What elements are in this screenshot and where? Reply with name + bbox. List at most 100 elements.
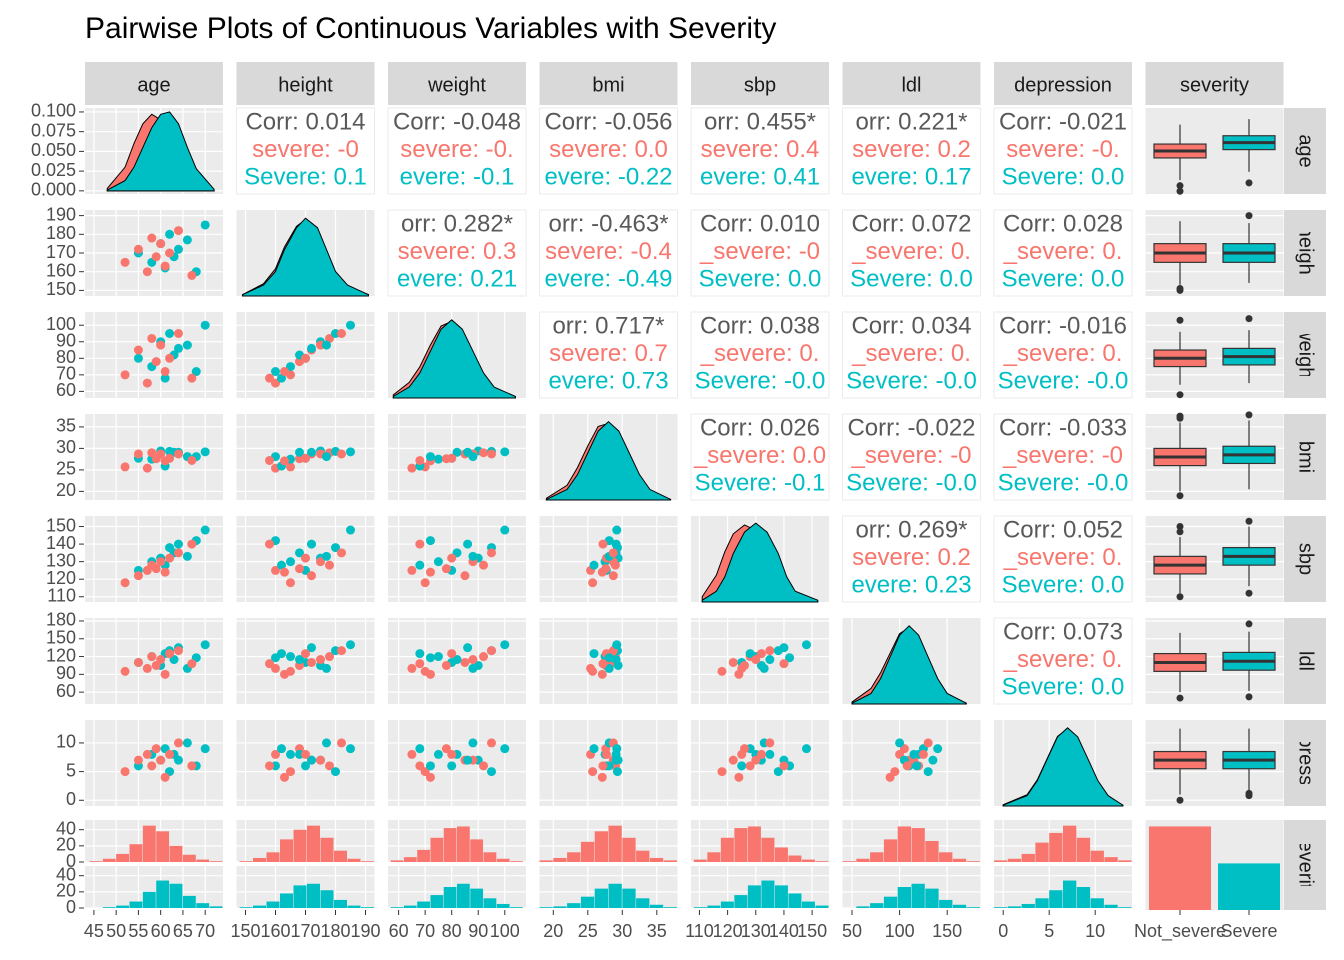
scatter-point bbox=[737, 761, 747, 771]
hist-bar bbox=[510, 907, 523, 908]
scatter-point bbox=[468, 655, 478, 665]
scatter-point bbox=[160, 772, 170, 782]
x-tick-label: Severe bbox=[1220, 921, 1277, 941]
hist-bar bbox=[253, 857, 266, 862]
density-area bbox=[106, 111, 215, 192]
scatter-point bbox=[463, 755, 473, 765]
scatter-point bbox=[301, 761, 310, 771]
scatter-point bbox=[200, 640, 210, 650]
hist-bar bbox=[870, 852, 884, 862]
scatter-point bbox=[151, 252, 161, 262]
scatter-point bbox=[452, 447, 462, 457]
hist-bar bbox=[102, 907, 116, 908]
corr-text: severe: 0.0 bbox=[549, 136, 668, 163]
outlier bbox=[1176, 593, 1184, 601]
scatter-point bbox=[200, 320, 210, 330]
corr-panel bbox=[539, 311, 678, 399]
strip-label: age bbox=[1295, 134, 1317, 167]
corr-text: severe: -0.4 bbox=[545, 238, 672, 265]
corr-text: Severe: -0.0 bbox=[695, 367, 826, 394]
scatter-point bbox=[601, 749, 611, 759]
scatter-point bbox=[756, 749, 766, 759]
strip-top bbox=[842, 62, 981, 105]
strip-top bbox=[1145, 62, 1284, 105]
hist-bar bbox=[129, 901, 143, 908]
scatter-point bbox=[301, 749, 310, 759]
scatter-point bbox=[286, 578, 295, 588]
scatter-point bbox=[500, 525, 510, 535]
hist-bar bbox=[939, 852, 953, 862]
hist-bar bbox=[129, 844, 143, 862]
outlier bbox=[1245, 411, 1253, 419]
hist-bar bbox=[470, 839, 484, 862]
outlier bbox=[1245, 212, 1253, 220]
corr-text: severe: -0. bbox=[1006, 136, 1119, 163]
scatter-point bbox=[885, 772, 895, 782]
strip-right bbox=[1284, 820, 1326, 910]
strip-label: weight bbox=[1295, 325, 1317, 384]
corr-panel bbox=[387, 107, 527, 195]
scatter-point bbox=[331, 543, 340, 553]
hist-bar bbox=[870, 903, 884, 908]
scatter-point bbox=[346, 525, 355, 535]
scatter-point bbox=[187, 539, 197, 549]
corr-text: orr: 0.455* bbox=[704, 108, 816, 135]
scatter-point bbox=[160, 669, 170, 679]
scatter-point bbox=[173, 646, 183, 656]
hist-bar bbox=[567, 903, 581, 908]
hist-bar bbox=[580, 841, 595, 862]
scatter-point bbox=[500, 447, 510, 457]
hist-bar bbox=[403, 857, 417, 862]
scatter-point bbox=[415, 539, 425, 549]
scatter-point bbox=[468, 551, 478, 561]
scatter-point bbox=[598, 659, 608, 669]
y-tick-label: 0.075 bbox=[31, 120, 76, 140]
hist-bar bbox=[430, 837, 444, 862]
scatter-point bbox=[316, 557, 325, 567]
scatter-point bbox=[265, 761, 274, 771]
scatter-point bbox=[120, 462, 130, 472]
scatter-point bbox=[479, 560, 489, 570]
scatter-point bbox=[407, 663, 417, 673]
hist-bar bbox=[594, 831, 608, 862]
y-tick-label: 80 bbox=[56, 347, 76, 367]
x-tick-label: 160 bbox=[260, 921, 290, 941]
corr-panel bbox=[993, 311, 1133, 399]
hist-bar bbox=[1090, 850, 1104, 862]
hist-bar bbox=[580, 896, 595, 908]
hist-bar bbox=[788, 893, 802, 908]
outlier bbox=[1245, 789, 1253, 797]
scatter-point bbox=[346, 447, 355, 457]
scatter-point bbox=[346, 744, 355, 754]
hist-bar bbox=[1090, 898, 1104, 908]
hist-bar bbox=[608, 825, 622, 862]
corr-text: Corr: 0.026 bbox=[700, 414, 820, 441]
strip-label: bmi bbox=[592, 74, 624, 96]
outlier bbox=[1245, 179, 1253, 187]
scatter-point bbox=[751, 655, 761, 665]
hist-bar bbox=[952, 904, 967, 908]
hist-bar bbox=[156, 831, 170, 862]
scatter-point bbox=[468, 452, 478, 462]
scatter-point bbox=[156, 239, 166, 249]
scatter-point bbox=[447, 453, 457, 463]
y-tick-label: 60 bbox=[56, 380, 76, 400]
density-area bbox=[1002, 727, 1124, 807]
hist-bar bbox=[307, 883, 320, 908]
hist-bar bbox=[142, 891, 156, 908]
scatter-point bbox=[142, 749, 152, 759]
scatter-point bbox=[200, 744, 210, 754]
x-tick-label: 80 bbox=[442, 921, 462, 941]
scatter-point bbox=[160, 261, 170, 271]
scatter-point bbox=[265, 455, 274, 465]
scatter-point bbox=[151, 357, 161, 367]
scatter-point bbox=[425, 669, 435, 679]
outlier bbox=[1176, 694, 1184, 702]
y-tick-label: 60 bbox=[56, 681, 76, 701]
y-tick-label: 90 bbox=[56, 663, 76, 683]
scatter-point bbox=[912, 761, 922, 771]
scatter-point bbox=[479, 652, 489, 662]
scatter-point bbox=[173, 226, 183, 236]
scatter-point bbox=[895, 738, 905, 748]
scatter-point bbox=[598, 761, 608, 771]
